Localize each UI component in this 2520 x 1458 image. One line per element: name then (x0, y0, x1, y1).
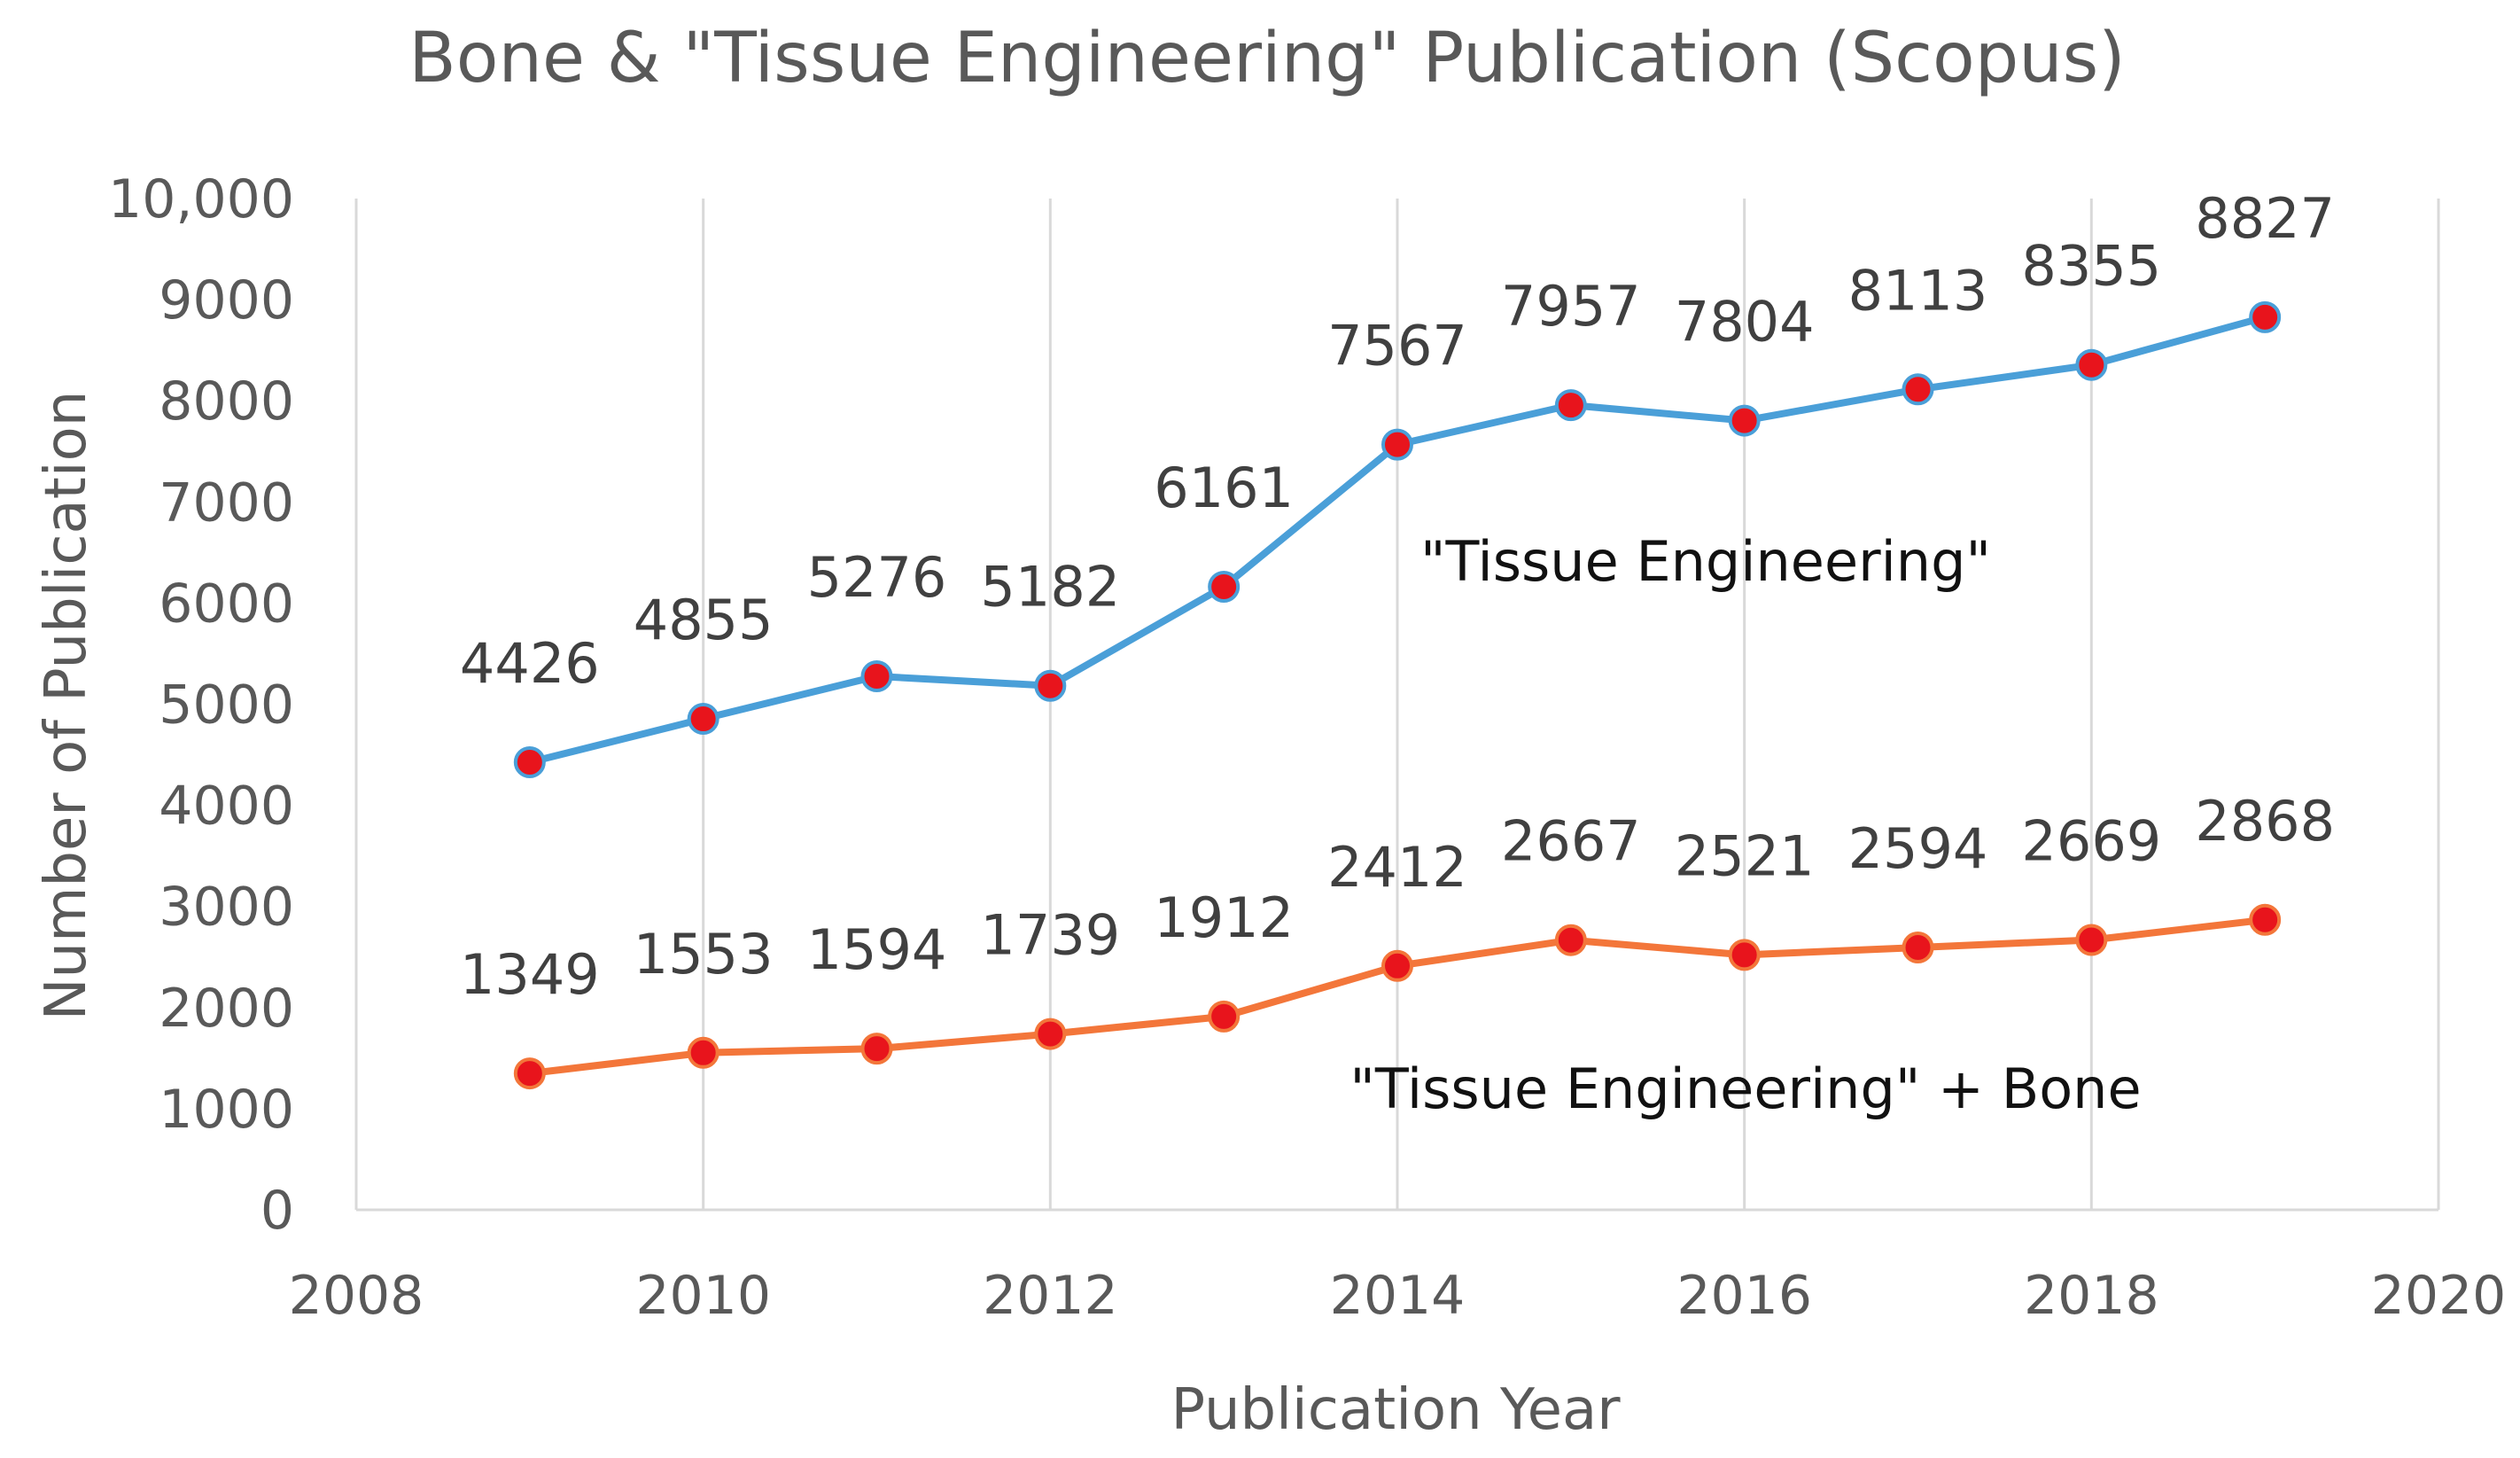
series-label-tissue-engineering: "Tissue Engineering" (1420, 529, 1991, 594)
y-tick-label: 2000 (159, 978, 294, 1040)
data-point (1034, 1017, 1067, 1050)
data-point (687, 1036, 719, 1069)
y-tick-label: 4000 (159, 776, 294, 838)
x-tick-label: 2020 (2371, 1265, 2507, 1327)
data-label: 5182 (980, 555, 1120, 620)
data-label: 1553 (634, 922, 774, 986)
data-label: 1594 (807, 917, 947, 982)
x-axis-title: Publication Year (1171, 1377, 1621, 1443)
y-axis-title: Number of Publication (34, 391, 99, 1021)
data-point (1902, 373, 1934, 406)
data-label: 1349 (460, 942, 600, 1007)
data-label: 7957 (1501, 274, 1641, 339)
y-tick-label: 6000 (159, 573, 294, 635)
data-point (1728, 404, 1761, 437)
x-tick-label: 2018 (2024, 1265, 2159, 1327)
y-tick-label: 9000 (159, 269, 294, 331)
data-label: 5276 (807, 545, 947, 610)
chart-title: Bone & "Tissue Engineering" Publication … (408, 19, 2125, 98)
series-label-tissue-engineering-bone: "Tissue Engineering" + Bone (1349, 1056, 2141, 1121)
x-tick-label: 2016 (1676, 1265, 1812, 1327)
data-label: 1912 (1154, 885, 1294, 950)
data-label: 4426 (460, 631, 600, 696)
data-label: 4855 (634, 588, 774, 652)
data-point (2075, 924, 2108, 956)
data-label: 2667 (1501, 809, 1641, 874)
data-label: 8355 (2021, 234, 2161, 299)
x-tick-label: 2010 (635, 1265, 771, 1327)
data-point (1902, 932, 1934, 964)
x-tick-label: 2008 (289, 1265, 424, 1327)
data-point (1728, 939, 1761, 971)
data-point (687, 703, 719, 736)
data-label: 8113 (1848, 258, 1988, 323)
data-point (2249, 903, 2282, 936)
data-label: 1739 (980, 903, 1120, 968)
series-layer (513, 300, 2282, 1090)
data-point (860, 660, 893, 693)
data-label: 7804 (1675, 290, 1815, 355)
y-tick-label: 10,000 (108, 168, 294, 230)
y-tick-label: 5000 (159, 674, 294, 737)
data-point (860, 1033, 893, 1065)
data-label: 7567 (1327, 314, 1467, 378)
data-point (1381, 428, 1413, 461)
data-label: 6161 (1154, 456, 1294, 520)
data-label: 2412 (1327, 835, 1467, 900)
data-label: 2594 (1848, 816, 1988, 881)
x-tick-label: 2014 (1330, 1265, 1466, 1327)
data-point (2249, 300, 2282, 333)
y-tick-label: 1000 (159, 1079, 294, 1141)
y-tick-label: 7000 (159, 472, 294, 534)
data-point (1554, 924, 1587, 956)
data-point (513, 1057, 546, 1090)
data-point (1208, 1000, 1241, 1033)
data-label: 2669 (2021, 808, 2161, 873)
y-tick-label: 3000 (159, 877, 294, 939)
axis-layer: 2008 2010 2012 2014 2016 2018 2020 0 1000 2000 300… (108, 168, 2506, 1327)
data-point (1208, 571, 1241, 604)
data-point (2075, 348, 2108, 381)
x-tick-label: 2012 (983, 1265, 1118, 1327)
data-label: 2521 (1675, 823, 1815, 888)
data-point (1034, 669, 1067, 702)
y-tick-label: 8000 (159, 370, 294, 433)
y-tick-label: 0 (261, 1180, 294, 1242)
data-label: 8827 (2195, 186, 2335, 251)
label-layer: 4426 4855 5276 5182 6161 7567 7957 7804 8113 8355… (460, 186, 2335, 1007)
data-point (513, 745, 546, 778)
data-point (1381, 949, 1413, 982)
data-label: 2868 (2195, 789, 2335, 854)
data-point (1554, 389, 1587, 422)
